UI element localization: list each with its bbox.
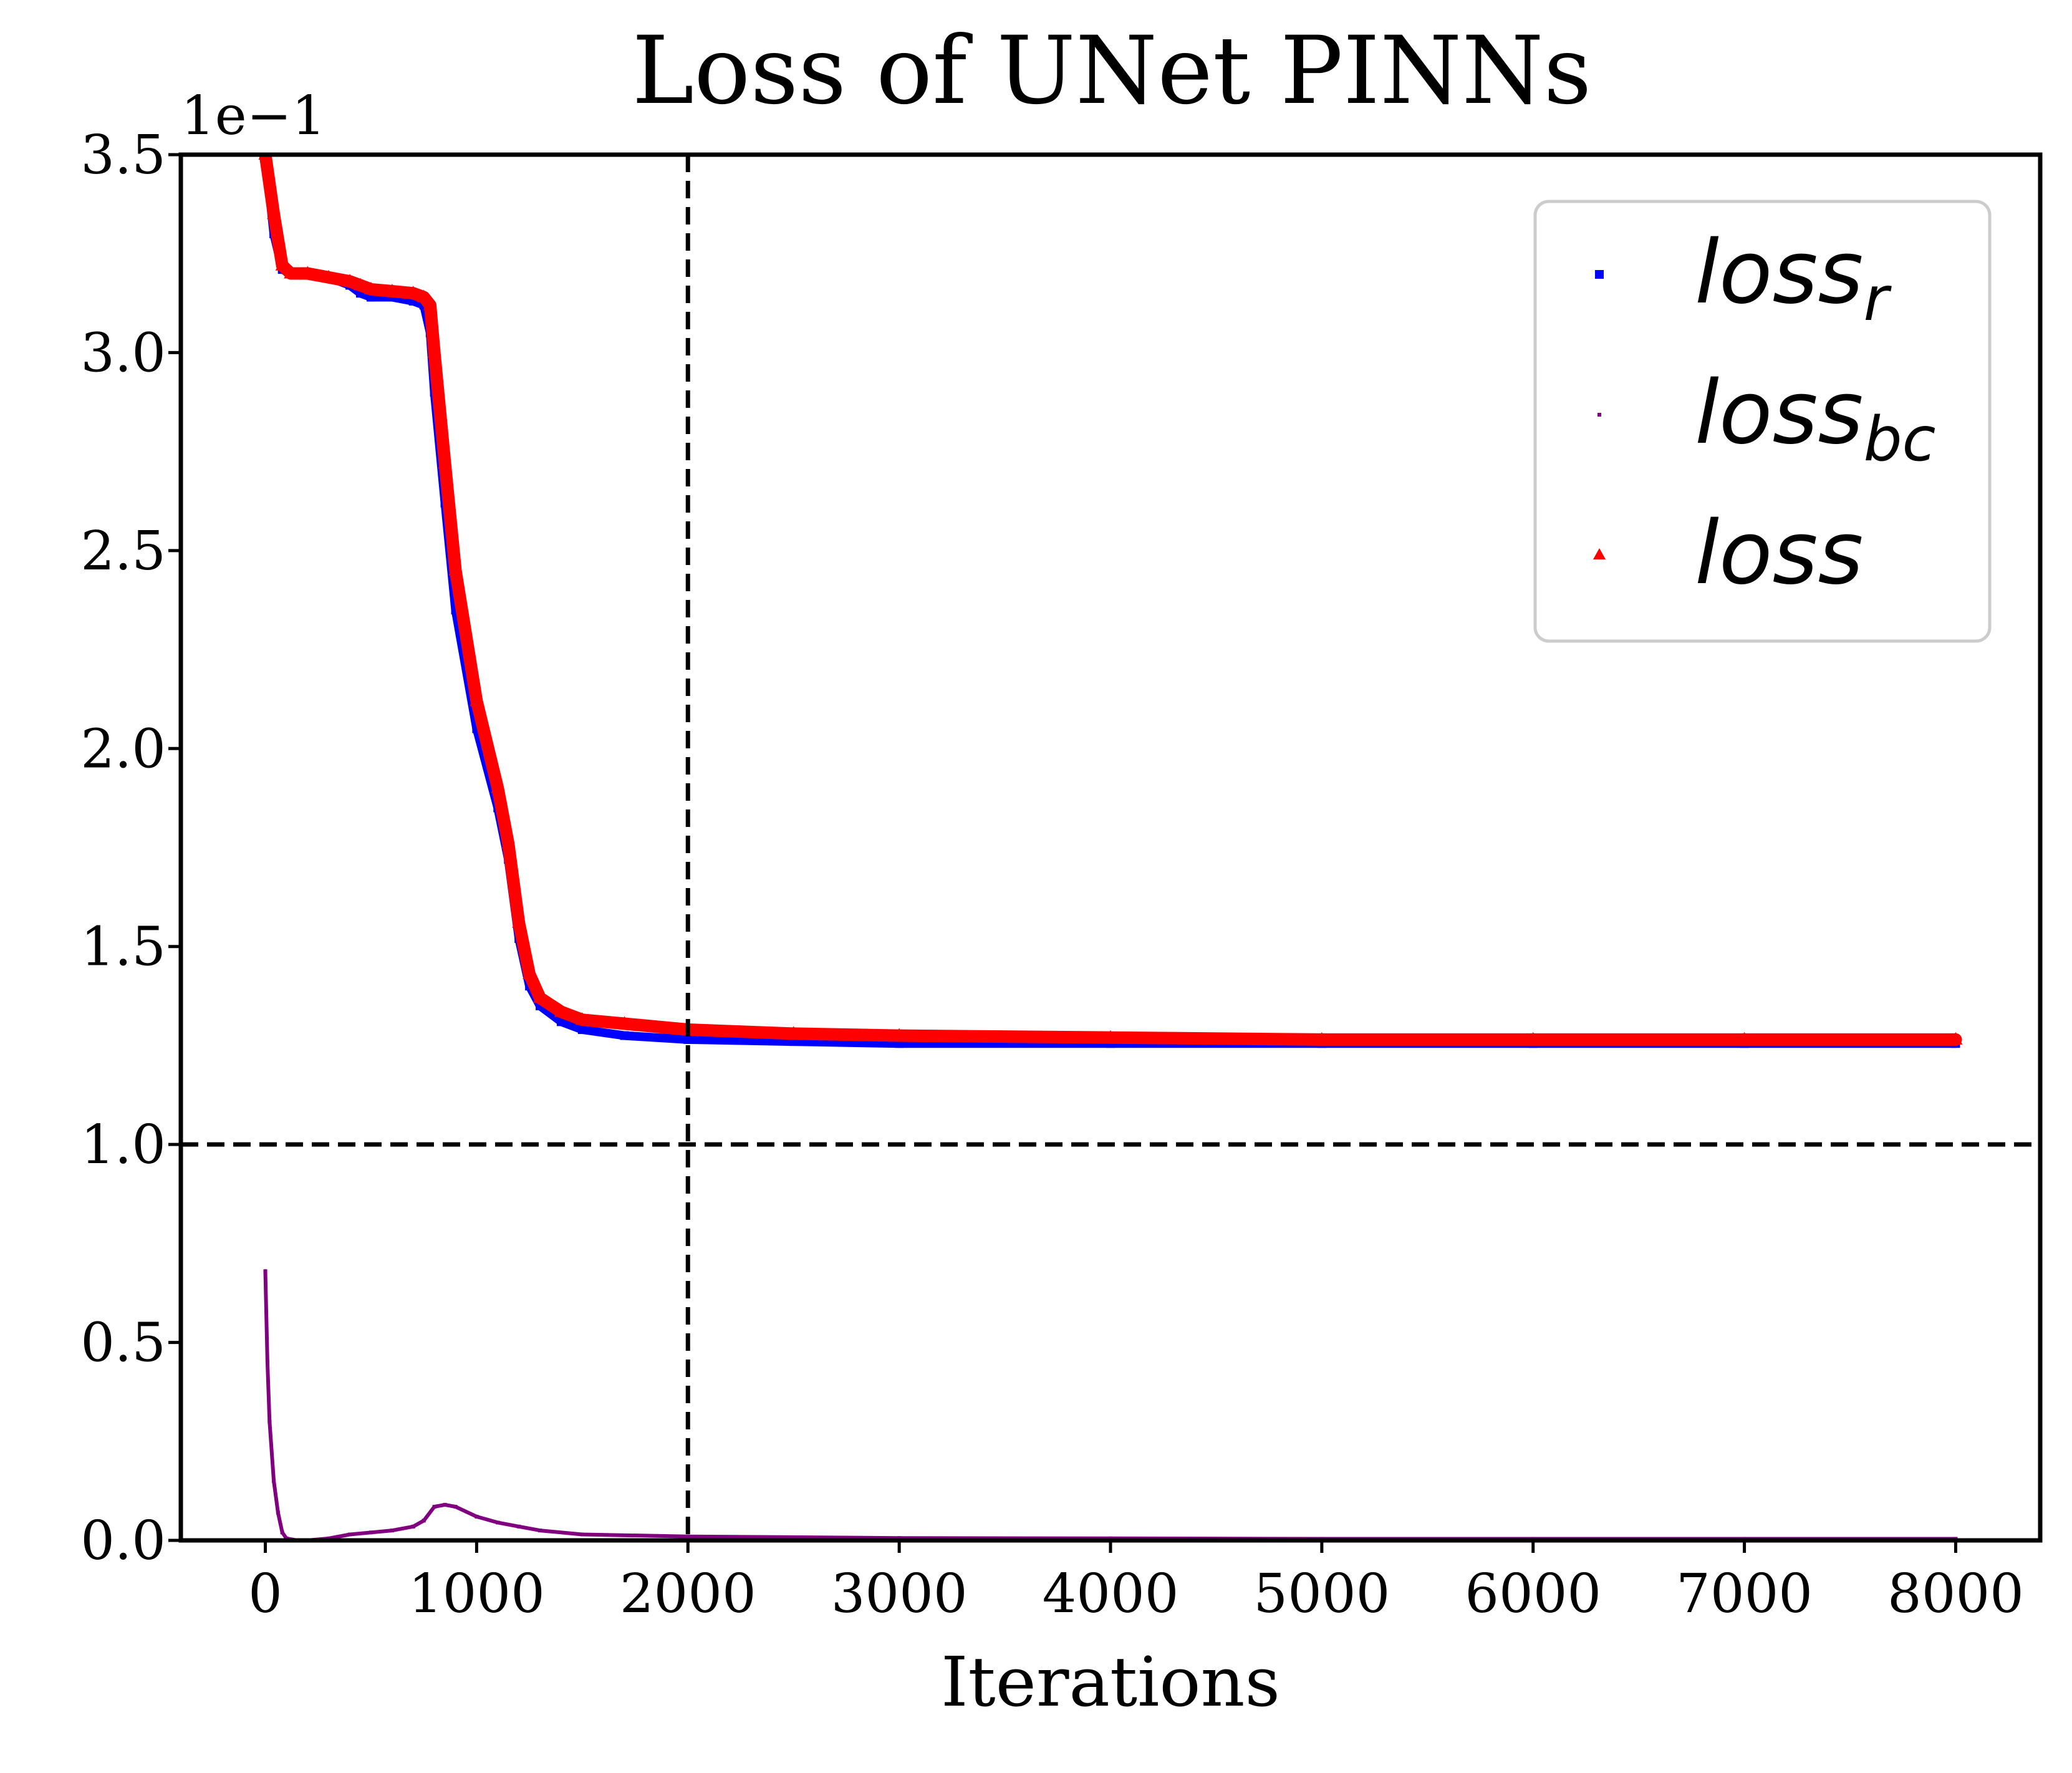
x-tick-label: 7000 [1676, 1563, 1813, 1625]
legend-label: lossr [1695, 222, 1892, 335]
data-point [786, 1026, 801, 1039]
y-axis: 0.0 0.5 1.0 1.5 2.0 2.5 3.0 3.5 [80, 124, 181, 1572]
data-point [556, 1017, 566, 1027]
data-point [496, 1520, 500, 1525]
data-point [517, 1524, 521, 1529]
data-point [343, 274, 357, 287]
data-point [276, 1510, 280, 1515]
data-point [577, 1025, 587, 1035]
data-point [432, 1505, 436, 1509]
x-tick-label: 3000 [831, 1563, 968, 1625]
data-point [523, 967, 537, 980]
data-point [1526, 1031, 1540, 1045]
y-tick-label: 2.5 [80, 520, 166, 582]
y-tick-label: 3.0 [80, 322, 166, 384]
data-point [453, 1505, 458, 1509]
data-point [1737, 1031, 1752, 1045]
legend: lossr lossbc loss [1533, 200, 1992, 643]
data-point [364, 281, 378, 294]
y-tick-label: 3.5 [80, 124, 166, 186]
y-axis-offset-text: 1e−1 [181, 85, 325, 147]
legend-marker-square [1595, 270, 1604, 279]
x-tick-label: 6000 [1465, 1563, 1601, 1625]
data-point [322, 269, 336, 283]
y-tick-label: 0.5 [80, 1312, 166, 1374]
data-point [385, 284, 399, 297]
data-point [267, 206, 281, 220]
data-point [369, 1530, 373, 1535]
data-point [411, 1524, 415, 1529]
legend-label: loss [1695, 503, 1863, 604]
legend-box [1533, 200, 1992, 643]
x-axis-label: Iterations [941, 1642, 1280, 1722]
data-point [897, 1536, 902, 1540]
data-point [448, 563, 463, 576]
data-point [470, 693, 484, 707]
data-point [512, 915, 526, 928]
x-tick-label: 1000 [408, 1563, 545, 1625]
data-point [538, 1529, 542, 1533]
x-tick-label: 8000 [1887, 1563, 2024, 1625]
data-point [683, 1035, 693, 1044]
data-point [580, 1532, 584, 1537]
data-point [686, 1534, 690, 1539]
data-point [348, 1532, 352, 1537]
reference-lines [181, 155, 2040, 1540]
y-tick-label: 2.0 [80, 718, 166, 780]
y-tick-label: 1.0 [80, 1114, 166, 1176]
data-point [501, 836, 516, 849]
data-point [892, 1028, 907, 1041]
data-point [575, 1012, 589, 1025]
data-point [533, 990, 547, 1003]
data-point [422, 1519, 426, 1523]
legend-marker-triangle [1593, 548, 1606, 559]
chart-title: Loss of UNet PINNs [632, 17, 1591, 125]
x-tick-label: 2000 [620, 1563, 756, 1625]
data-point [390, 1529, 394, 1533]
x-tick-label: 4000 [1043, 1563, 1179, 1625]
data-point [417, 289, 431, 302]
data-point [1314, 1031, 1329, 1045]
x-tick-label: 5000 [1253, 1563, 1390, 1625]
data-point [275, 258, 289, 271]
data-point [272, 1479, 276, 1483]
data-point [443, 1502, 447, 1507]
data-point [491, 780, 505, 793]
plot-area [258, 155, 1963, 1540]
data-point [554, 1004, 568, 1017]
series-line-1 [263, 1269, 1958, 1540]
data-point [423, 297, 437, 311]
data-point [301, 266, 315, 279]
data-point [620, 1031, 629, 1040]
data-point [475, 1514, 479, 1519]
data-point [617, 1016, 632, 1029]
y-tick-label: 1.5 [80, 916, 166, 978]
data-point [427, 345, 441, 358]
data-point [1104, 1030, 1117, 1043]
x-axis: 0 1000 2000 3000 4000 5000 6000 7000 8000 [248, 1540, 2024, 1625]
y-tick-label: 0.0 [80, 1510, 166, 1572]
data-point [284, 266, 298, 279]
x-tick-label: 0 [248, 1563, 282, 1625]
legend-marker-pixel [1597, 413, 1601, 417]
data-point [263, 1269, 267, 1273]
legend-label: lossbc [1695, 362, 1936, 475]
data-point [1949, 1031, 1963, 1045]
data-point [406, 286, 420, 299]
data-point [265, 1360, 269, 1365]
data-point [267, 1419, 272, 1424]
data-point [354, 278, 368, 291]
data-point [280, 1530, 284, 1535]
data-point [438, 456, 452, 469]
